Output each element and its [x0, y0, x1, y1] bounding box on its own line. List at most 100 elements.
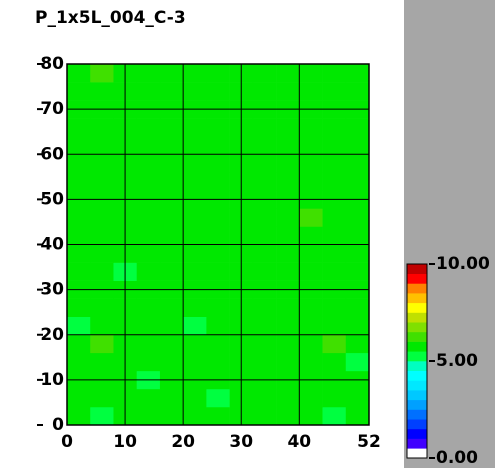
y-tick-label: 30 — [40, 280, 64, 300]
colorbar-tick-label: 0.00 — [436, 448, 478, 468]
heatmap-cell — [299, 334, 323, 354]
heatmap-cell — [159, 64, 184, 83]
heatmap-cell — [299, 64, 323, 83]
colorbar-segment — [407, 283, 427, 294]
heatmap-cell — [299, 352, 323, 372]
heatmap-cell — [183, 208, 207, 227]
heatmap-cell — [183, 244, 207, 263]
heatmap-cell — [322, 316, 347, 336]
heatmap-cell — [183, 172, 207, 191]
colorbar-segment — [407, 428, 427, 439]
heatmap-cell — [183, 262, 207, 281]
colorbar-segment — [407, 438, 427, 449]
heatmap-cell — [159, 172, 184, 191]
heatmap-cell — [67, 334, 91, 354]
heatmap-cell — [136, 298, 161, 317]
heatmap-cell — [90, 316, 114, 336]
heatmap-cell — [183, 334, 207, 354]
heatmap-cell — [90, 136, 114, 155]
heatmap-cell — [183, 406, 207, 426]
heatmap-cell — [252, 118, 277, 137]
heatmap-cell — [322, 406, 347, 426]
heatmap-cell — [183, 316, 207, 336]
heatmap-cell — [299, 262, 323, 281]
heatmap-cell — [299, 298, 323, 317]
colorbar-segment — [407, 312, 427, 323]
heatmap-cell — [345, 64, 370, 83]
heatmap-cell — [252, 64, 277, 83]
heatmap-cell — [159, 118, 184, 137]
heatmap-cell — [299, 406, 323, 426]
x-tick-label: 0 — [61, 432, 73, 452]
heatmap-cell — [252, 82, 277, 101]
heatmap-cell — [136, 406, 161, 426]
heatmap-cell — [276, 244, 300, 263]
heatmap-cell — [276, 136, 300, 155]
heatmap-cell — [276, 298, 300, 317]
heatmap-cell — [276, 82, 300, 101]
heatmap-cell — [90, 334, 114, 354]
heatmap-cell — [136, 136, 161, 155]
heatmap-cell — [67, 262, 91, 281]
heatmap-cell — [183, 136, 207, 155]
heatmap-cell — [206, 136, 230, 155]
heatmap-cell — [67, 172, 91, 191]
colorbar-segment — [407, 302, 427, 313]
colorbar-segment — [407, 293, 427, 304]
colorbar-segment — [407, 322, 427, 333]
heatmap-cell — [183, 82, 207, 101]
heatmap-cell — [136, 316, 161, 336]
heatmap-cell — [345, 244, 370, 263]
heatmap-cell — [322, 136, 347, 155]
heatmap-cell — [276, 334, 300, 354]
heatmap-cell — [206, 352, 230, 372]
heatmap-cell — [252, 352, 277, 372]
heatmap-cell — [159, 154, 184, 173]
heatmap-cell — [67, 352, 91, 372]
heatmap-cell — [67, 154, 91, 173]
heatmap-cell — [136, 172, 161, 191]
heatmap-cell — [159, 82, 184, 101]
heatmap-cell — [159, 262, 184, 281]
heatmap-cell — [67, 64, 91, 83]
y-tick-label: 80 — [40, 54, 64, 74]
heatmap-cell — [276, 262, 300, 281]
colorbar-segment — [407, 399, 427, 410]
heatmap-cell — [345, 298, 370, 317]
colorbar-segment — [407, 273, 427, 284]
heatmap-cell — [90, 298, 114, 317]
heatmap-cell — [322, 334, 347, 354]
colorbar-segment — [407, 264, 427, 274]
heatmap-cell — [345, 316, 370, 336]
heatmap-cell — [159, 352, 184, 372]
heatmap-cell — [299, 226, 323, 245]
colorbar-tick-label: 5.00 — [436, 351, 478, 371]
heatmap-cell — [252, 334, 277, 354]
heatmap-cell — [206, 316, 230, 336]
heatmap-cell — [252, 154, 277, 173]
heatmap-cell — [67, 226, 91, 245]
heatmap-cell — [252, 226, 277, 245]
heatmap-cell — [159, 208, 184, 227]
heatmap-cell — [206, 334, 230, 354]
heatmap-cell — [159, 298, 184, 317]
y-tick-label: 50 — [40, 189, 64, 209]
heatmap-cell — [90, 406, 114, 426]
heatmap-cell — [345, 136, 370, 155]
heatmap-cell — [299, 136, 323, 155]
heatmap-cell — [345, 172, 370, 191]
heatmap-cell — [252, 136, 277, 155]
heatmap-cell — [206, 226, 230, 245]
heatmap-cell — [299, 172, 323, 191]
heatmap-cell — [183, 118, 207, 137]
y-tick-label: 40 — [40, 235, 64, 255]
heatmap-cell — [67, 388, 91, 408]
heatmap-cell — [345, 82, 370, 101]
heatmap-cell — [90, 244, 114, 263]
heatmap-cell — [299, 154, 323, 173]
heatmap-cell — [67, 118, 91, 137]
colorbar-segment — [407, 448, 427, 459]
heatmap-cell — [136, 82, 161, 101]
x-tick-label: 30 — [229, 432, 253, 452]
